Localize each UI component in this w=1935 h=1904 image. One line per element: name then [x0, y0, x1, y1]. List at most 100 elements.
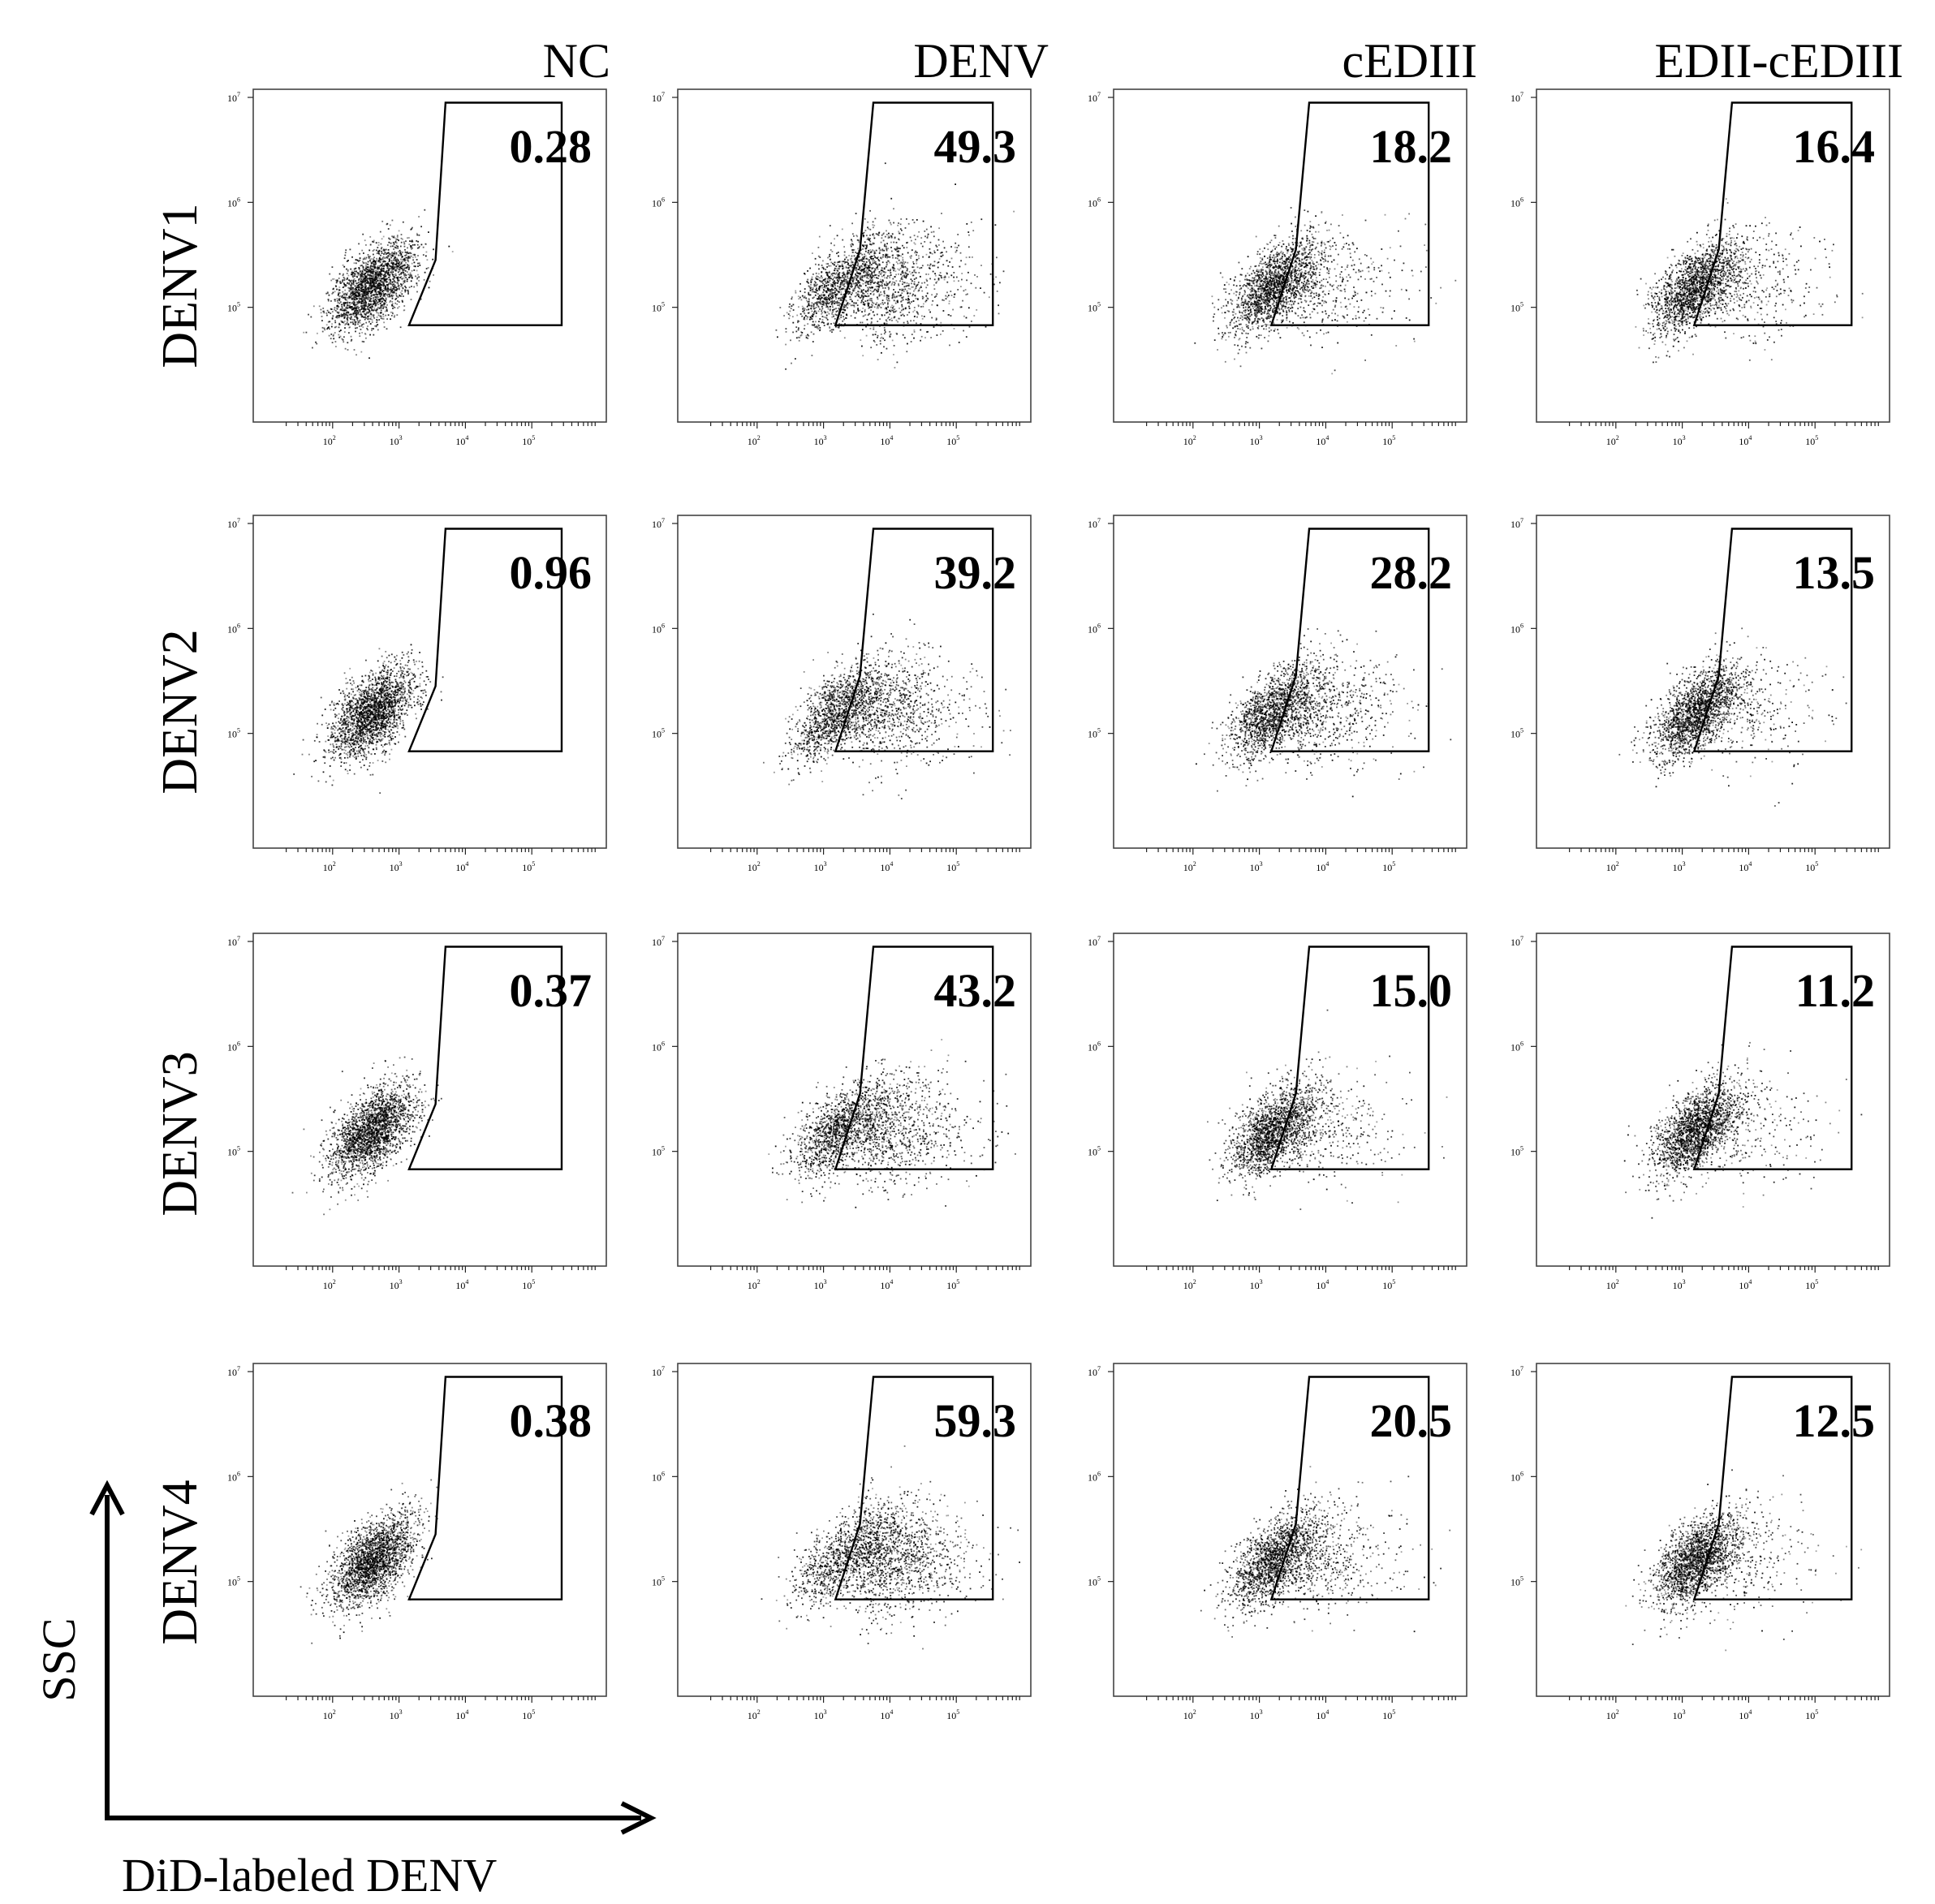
data-point [356, 276, 358, 278]
data-point [350, 321, 351, 323]
data-point [342, 280, 343, 282]
data-point [416, 240, 417, 242]
data-point [395, 293, 397, 295]
data-point [396, 257, 398, 259]
data-point [360, 257, 361, 259]
data-point [338, 299, 340, 301]
data-point [369, 267, 371, 269]
data-point [416, 291, 418, 293]
data-point [332, 317, 334, 319]
data-point [368, 357, 370, 359]
data-point [339, 330, 341, 332]
data-point [424, 284, 426, 286]
data-point [364, 287, 366, 289]
data-point [316, 343, 317, 345]
data-point [391, 253, 393, 255]
data-point [382, 292, 384, 294]
data-point [424, 209, 425, 211]
data-point [364, 317, 366, 318]
data-point [404, 291, 406, 293]
data-point [385, 274, 386, 275]
data-point [344, 255, 346, 256]
data-point [345, 348, 347, 350]
data-point [400, 295, 402, 297]
data-point [362, 270, 364, 272]
data-point [355, 328, 356, 330]
data-point [356, 270, 357, 272]
data-point [373, 240, 375, 242]
data-point [400, 292, 402, 294]
data-point [373, 254, 374, 256]
data-point [364, 282, 365, 283]
data-point [334, 307, 336, 308]
data-point [409, 266, 411, 268]
x-tick-label: 103 [390, 434, 403, 447]
data-point [328, 312, 330, 313]
data-point [360, 322, 361, 324]
data-point [402, 239, 403, 240]
row-title-denv1: DENV1 [153, 203, 208, 368]
data-point [390, 312, 392, 313]
data-point [397, 268, 399, 269]
data-point [334, 299, 335, 300]
data-point [366, 282, 368, 284]
data-point [383, 277, 385, 278]
data-point [365, 322, 367, 324]
data-point [387, 268, 389, 269]
data-point [394, 251, 395, 252]
data-point [351, 336, 352, 338]
data-point [398, 239, 399, 241]
data-point [353, 272, 355, 274]
data-point [335, 346, 337, 347]
data-point [426, 268, 428, 269]
data-point [383, 267, 385, 269]
data-point [366, 328, 368, 330]
figure: NC DENV cEDIII EDII-cEDIII DENV1 DENV2 D… [0, 0, 1935, 1904]
data-point [403, 241, 405, 243]
data-point [332, 278, 334, 280]
data-point [407, 293, 409, 295]
data-point [386, 304, 388, 306]
data-point [376, 321, 377, 323]
data-point [386, 307, 387, 308]
data-point [413, 269, 415, 271]
data-point [403, 278, 405, 279]
data-point [388, 252, 390, 253]
data-point [343, 336, 345, 338]
x-tick-label: 102 [323, 434, 336, 447]
data-point [374, 274, 376, 276]
data-point [390, 268, 391, 269]
data-point [383, 253, 385, 255]
data-point [347, 342, 348, 343]
data-point [364, 306, 365, 308]
data-point [388, 274, 390, 276]
data-point [387, 244, 389, 246]
data-point [312, 347, 313, 349]
data-point [358, 243, 360, 245]
data-point [368, 312, 369, 314]
data-point [425, 256, 427, 257]
x-tick-label: 105 [522, 434, 535, 447]
data-point [401, 293, 403, 295]
data-point [399, 270, 401, 272]
data-point [359, 335, 360, 337]
data-point [428, 267, 429, 269]
data-point [370, 265, 372, 266]
data-point [399, 301, 400, 303]
data-point [392, 303, 394, 304]
data-point [345, 297, 347, 299]
data-point [356, 262, 357, 264]
data-point [401, 291, 403, 292]
data-point [324, 328, 325, 330]
data-point [377, 261, 379, 262]
data-point [398, 261, 399, 262]
data-point [330, 308, 332, 310]
data-point [333, 338, 334, 339]
data-point [404, 246, 406, 248]
data-point [329, 321, 330, 322]
data-point [396, 242, 398, 243]
data-point [343, 286, 345, 287]
column-title-edii-cediii: EDII-cEDIII [1655, 34, 1903, 88]
data-point [390, 300, 391, 302]
data-point [377, 273, 378, 274]
